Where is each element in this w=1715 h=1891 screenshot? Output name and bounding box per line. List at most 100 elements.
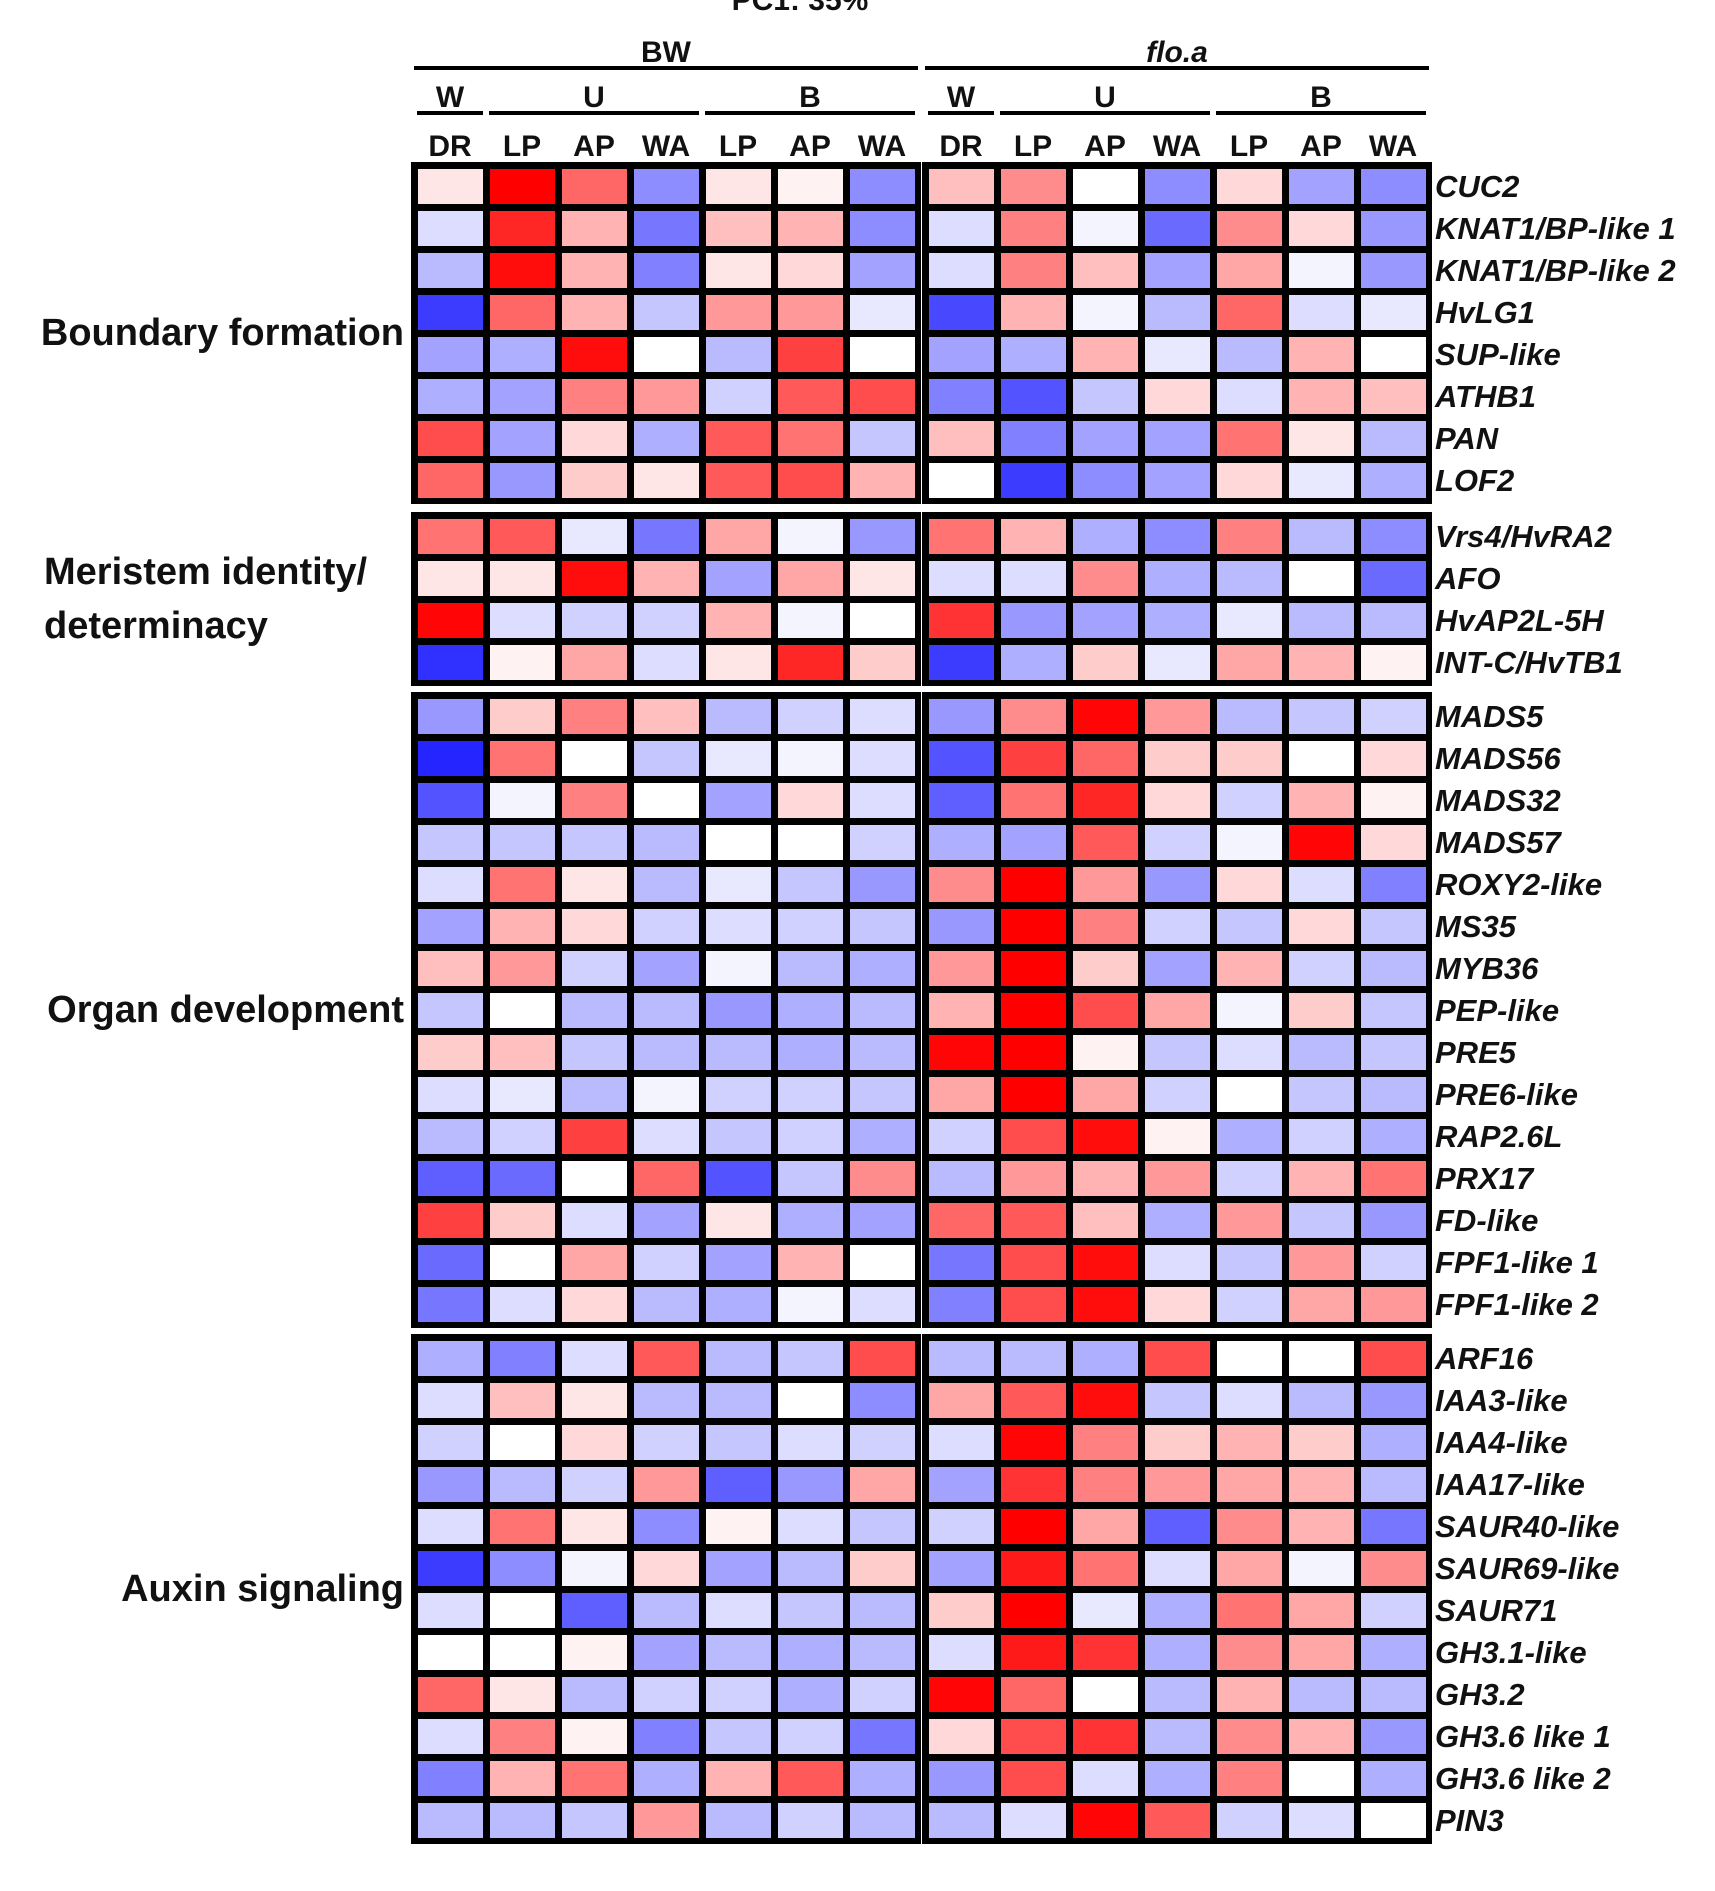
heatmap-cell xyxy=(929,421,994,456)
heatmap-cell xyxy=(562,699,627,734)
heatmap-cell xyxy=(1145,699,1210,734)
heatmap-cell xyxy=(1145,1677,1210,1712)
heatmap-cell xyxy=(1001,295,1066,330)
heatmap-cell xyxy=(634,169,699,204)
heatmap-cell xyxy=(1217,909,1282,944)
heatmap-cell xyxy=(1289,1077,1354,1112)
heatmap-cell xyxy=(850,1635,915,1670)
heatmap-cell xyxy=(778,1287,843,1322)
heatmap-cell xyxy=(634,253,699,288)
heatmap-cell xyxy=(418,421,483,456)
heatmap-cell xyxy=(1361,1509,1426,1544)
column-label: WA xyxy=(858,130,906,163)
heatmap-cell xyxy=(1217,169,1282,204)
heatmap-cell xyxy=(418,1509,483,1544)
heatmap-cell xyxy=(562,1677,627,1712)
gene-label: GH3.2 xyxy=(1435,1677,1525,1712)
heatmap-cell xyxy=(1217,603,1282,638)
gene-label: IAA17-like xyxy=(1435,1467,1585,1502)
heatmap-cell xyxy=(1217,1551,1282,1586)
heatmap-cell xyxy=(634,519,699,554)
heatmap-cell xyxy=(634,699,699,734)
heatmap-cell xyxy=(1145,561,1210,596)
heatmap-cell xyxy=(1361,783,1426,818)
heatmap-cell xyxy=(1217,951,1282,986)
heatmap-cell xyxy=(706,825,771,860)
heatmap-cell xyxy=(562,909,627,944)
heatmap-cell xyxy=(1001,645,1066,680)
heatmap-cell xyxy=(706,561,771,596)
heatmap-cell xyxy=(778,951,843,986)
heatmap-cell xyxy=(850,1035,915,1070)
heatmap-cell xyxy=(1145,379,1210,414)
heatmap-cell xyxy=(562,1203,627,1238)
gene-label: KNAT1/BP-like 2 xyxy=(1435,253,1676,288)
gene-label: SAUR69-like xyxy=(1435,1551,1619,1586)
heatmap-cell xyxy=(1217,1509,1282,1544)
heatmap-cell xyxy=(418,1719,483,1754)
heatmap-cell xyxy=(634,1287,699,1322)
heatmap-cell xyxy=(418,603,483,638)
heatmap-cell xyxy=(1145,603,1210,638)
heatmap-cell xyxy=(562,463,627,498)
heatmap-cell xyxy=(778,1203,843,1238)
category-label: determinacy xyxy=(44,605,268,647)
heatmap-cell xyxy=(1001,1035,1066,1070)
heatmap-cell xyxy=(490,951,555,986)
heatmap-cell xyxy=(562,211,627,246)
heatmap-cell xyxy=(778,741,843,776)
heatmap-cell xyxy=(634,783,699,818)
heatmap-cell xyxy=(418,1677,483,1712)
gene-label: PRE5 xyxy=(1435,1035,1517,1070)
heatmap-cell xyxy=(1289,1425,1354,1460)
heatmap-cell xyxy=(1073,741,1138,776)
heatmap-cell xyxy=(418,1803,483,1838)
heatmap-cell xyxy=(418,561,483,596)
heatmap-cell xyxy=(1361,1551,1426,1586)
heatmap-cell xyxy=(1289,421,1354,456)
heatmap-cell xyxy=(929,1161,994,1196)
heatmap-cell xyxy=(1361,1803,1426,1838)
heatmap-cell xyxy=(1145,1803,1210,1838)
heatmap-cell xyxy=(1145,253,1210,288)
heatmap-cell xyxy=(634,1803,699,1838)
heatmap-cell xyxy=(1217,253,1282,288)
heatmap-cell xyxy=(1001,561,1066,596)
heatmap-cell xyxy=(1361,603,1426,638)
heatmap-cell xyxy=(706,1161,771,1196)
heatmap-cell xyxy=(634,825,699,860)
gene-label: IAA4-like xyxy=(1435,1425,1568,1460)
heatmap-cell xyxy=(562,295,627,330)
heatmap-cell xyxy=(562,1245,627,1280)
heatmap-cell xyxy=(1073,603,1138,638)
heatmap-cell xyxy=(929,699,994,734)
heatmap-cell xyxy=(490,1551,555,1586)
heatmap-cell xyxy=(1001,379,1066,414)
heatmap-cell xyxy=(1001,825,1066,860)
gene-label: LOF2 xyxy=(1435,463,1514,498)
heatmap-cell xyxy=(1073,951,1138,986)
heatmap-cell xyxy=(850,1341,915,1376)
heatmap-cell xyxy=(1289,519,1354,554)
heatmap-cell xyxy=(1217,645,1282,680)
gene-label: MADS56 xyxy=(1435,741,1562,776)
heatmap-cell xyxy=(778,561,843,596)
heatmap-cell xyxy=(1289,1383,1354,1418)
heatmap-cell xyxy=(490,1341,555,1376)
heatmap-cell xyxy=(1289,1341,1354,1376)
heatmap-cell xyxy=(634,379,699,414)
heatmap-cell xyxy=(1217,1383,1282,1418)
heatmap-cell xyxy=(562,645,627,680)
heatmap-cell xyxy=(706,421,771,456)
heatmap-cell xyxy=(778,1593,843,1628)
heatmap-cell xyxy=(418,867,483,902)
heatmap-cell xyxy=(634,1425,699,1460)
gene-label: CUC2 xyxy=(1435,169,1519,204)
heatmap-cell xyxy=(1217,1677,1282,1712)
heatmap-cell xyxy=(850,379,915,414)
heatmap-cell xyxy=(490,1119,555,1154)
heatmap-cell xyxy=(562,1467,627,1502)
heatmap-cell xyxy=(1217,1119,1282,1154)
column-label: LP xyxy=(719,130,757,163)
heatmap-cell xyxy=(706,1035,771,1070)
